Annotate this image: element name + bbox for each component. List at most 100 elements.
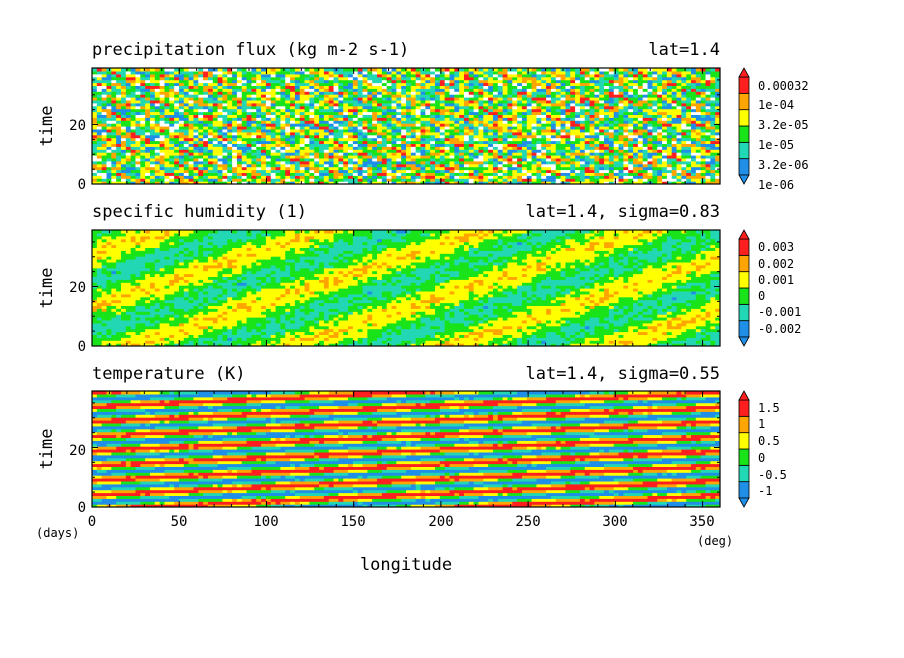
heatmap-cell [120,117,127,121]
heatmap-cell [671,111,678,115]
heatmap-cell [164,99,170,104]
heatmap-cell [207,123,214,127]
heatmap-cell [604,82,610,86]
heatmap-cell [275,108,281,113]
heatmap-cell [116,181,122,184]
heatmap-cell [391,134,397,139]
heatmap-cell [246,157,253,162]
heatmap-cell [323,105,330,110]
heatmap-cell [454,94,460,98]
heatmap-cell [236,146,243,150]
heatmap-cell [425,99,431,104]
heatmap-cell [623,172,629,176]
heatmap-cell [700,99,707,104]
heatmap-cell [705,111,711,115]
heatmap-cell [560,102,567,107]
heatmap-cell [579,79,586,84]
heatmap-cell [222,157,228,162]
heatmap-cell [314,102,320,107]
heatmap-cell [444,181,451,184]
heatmap-cell [232,155,238,159]
heatmap-cell [478,131,484,136]
heatmap-cell [130,123,137,127]
heatmap-cell [338,178,344,182]
heatmap-cell [657,108,663,113]
heatmap-cell [367,88,373,92]
heatmap-cell [164,178,170,182]
heatmap-cell [236,155,243,159]
heatmap-cell [449,166,455,171]
heatmap-cell [406,134,412,139]
heatmap-cell [623,114,629,118]
heatmap-cell [425,155,431,159]
heatmap-cell [410,91,417,95]
heatmap-cell [319,175,325,179]
heatmap-cell [92,126,98,130]
heatmap-cell [280,137,286,142]
heatmap-cell [381,157,388,162]
heatmap-cell [386,146,393,150]
heatmap-cell [299,105,306,110]
heatmap-cell [705,102,711,107]
heatmap-cell [657,149,663,153]
heatmap-cell [550,94,557,98]
heatmap-cell [579,166,586,171]
heatmap-cell [256,111,262,115]
heatmap-cell [372,88,378,92]
heatmap-cell [492,128,499,133]
heatmap-cell [96,143,103,147]
heatmap-cell [671,128,678,133]
heatmap-cell [348,155,354,159]
heatmap-cell [222,166,228,171]
heatmap-cell [434,111,441,115]
heatmap-cell [420,160,426,165]
heatmap-cell [705,166,711,171]
heatmap-cell [106,99,112,104]
heatmap-cell [473,91,480,95]
heatmap-cell [367,152,373,156]
heatmap-cell [589,82,595,86]
heatmap-cell [256,88,262,92]
heatmap-cell [555,105,562,110]
heatmap-cell [314,152,320,156]
heatmap-cell [367,140,373,144]
heatmap-cell [198,175,204,179]
heatmap-cell [111,181,117,184]
heatmap-cell [357,140,364,144]
heatmap-cell [372,160,378,165]
heatmap-cell [536,102,542,107]
heatmap-cell [613,76,620,81]
heatmap-cell [410,181,417,184]
heatmap-cell [183,82,190,86]
heatmap-cell [449,137,455,142]
heatmap-cell [463,91,470,95]
heatmap-cell [381,140,388,144]
heatmap-cell [459,99,465,104]
heatmap-cell [483,120,489,124]
heatmap-cell [521,146,528,150]
heatmap-cell [589,166,595,171]
heatmap-cell [425,175,431,179]
heatmap-cell [444,137,451,142]
heatmap-cell [512,76,518,81]
heatmap-cell [560,143,567,147]
heatmap-cell [550,137,557,142]
heatmap-cell [613,175,620,179]
heatmap-cell [280,105,286,110]
heatmap-cell [652,172,658,176]
heatmap-cell [570,126,576,130]
heatmap-cell [280,149,286,153]
heatmap-cell [657,166,663,171]
heatmap-cell [285,181,291,184]
heatmap-cell [290,152,296,156]
heatmap-cell [604,172,610,176]
heatmap-cell [290,181,296,184]
heatmap-cell [613,172,620,176]
heatmap-cell [193,157,199,162]
heatmap-cell [671,88,678,92]
heatmap-cell [401,117,407,121]
heatmap-cell [666,163,673,168]
heatmap-cell [521,181,528,184]
heatmap-cell [319,94,325,98]
heatmap-cell [367,76,373,81]
